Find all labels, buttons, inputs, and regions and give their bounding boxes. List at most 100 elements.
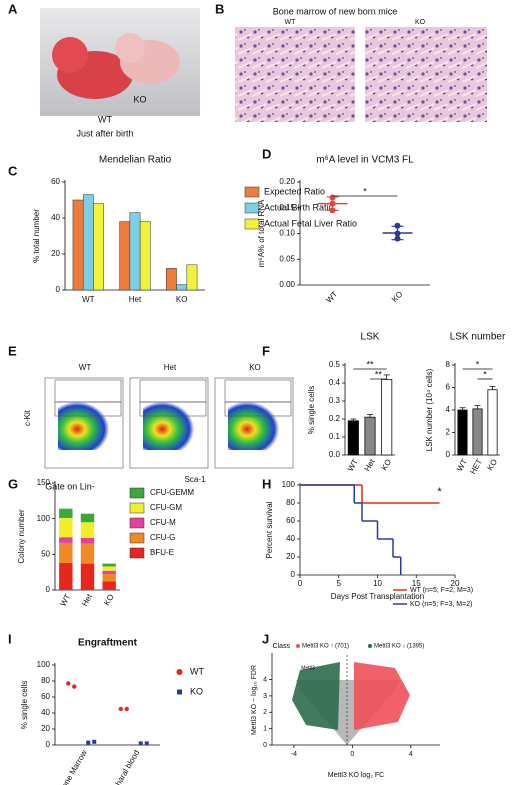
annotation: * bbox=[363, 186, 367, 196]
y-tick-label: 0.20 bbox=[279, 177, 295, 186]
x-tick-label: -4 bbox=[291, 751, 297, 758]
legend-swatch bbox=[129, 532, 145, 544]
y-tick-label: 1 bbox=[263, 725, 267, 732]
y-tick-label: 0.15 bbox=[279, 203, 295, 212]
y-tick-label: 40 bbox=[41, 708, 50, 717]
x-tick-label: WT bbox=[58, 592, 72, 607]
y-tick-label: 0.10 bbox=[279, 229, 295, 238]
y-tick-label: 150 bbox=[37, 478, 51, 487]
error-bar bbox=[383, 374, 390, 380]
y-tick-label: 40 bbox=[51, 213, 60, 222]
x-tick-label: 0 bbox=[298, 579, 303, 588]
y-axis-label: Percent survival bbox=[265, 501, 274, 558]
x-tick-label: WT bbox=[324, 289, 339, 304]
y-tick-label: 0 bbox=[56, 285, 61, 294]
bar-segment bbox=[59, 537, 73, 543]
x-tick-label: 15 bbox=[412, 579, 421, 588]
y-tick-label: 0.0 bbox=[329, 450, 341, 459]
legend-label: WT (n=5; F=2, M=3) bbox=[410, 587, 473, 594]
chart-title: LSK bbox=[361, 332, 380, 343]
panel-letter: I bbox=[8, 631, 12, 646]
y-tick-label: 0.4 bbox=[329, 378, 341, 387]
point bbox=[72, 684, 77, 689]
y-axis-label: Colony number bbox=[17, 509, 26, 564]
y-tick-label: 80 bbox=[286, 498, 295, 507]
annotation: ** bbox=[366, 359, 374, 369]
point bbox=[138, 741, 143, 746]
panel-letter: G bbox=[8, 476, 18, 491]
y-axis-label: m⁶A% of total RNA bbox=[257, 199, 266, 267]
caption: Just after birth bbox=[76, 128, 133, 138]
bar bbox=[129, 212, 141, 291]
y-tick-label: 20 bbox=[51, 249, 60, 258]
chart-title: m⁶A level in VCM3 FL bbox=[316, 155, 414, 166]
label: KO bbox=[249, 363, 261, 372]
annotation: ** bbox=[375, 369, 383, 379]
x-tick-label: 10 bbox=[373, 579, 382, 588]
bar-segment bbox=[80, 513, 95, 523]
legend-swatch bbox=[296, 644, 300, 648]
axis-label: c-Kit bbox=[23, 409, 32, 426]
bar bbox=[176, 284, 188, 291]
error-bar bbox=[474, 405, 481, 409]
axis-label: Sca-1 bbox=[185, 475, 206, 484]
bar bbox=[364, 416, 376, 456]
bar-segment bbox=[102, 566, 116, 571]
x-tick-label: Bone Marrow bbox=[57, 748, 89, 785]
y-tick-label: 50 bbox=[41, 549, 50, 558]
legend-label: Mettl3 KO ↑ (701) bbox=[302, 644, 349, 650]
label: Gate on Lin- bbox=[45, 481, 95, 491]
x-tick-label: Het bbox=[363, 457, 377, 473]
y-tick-label: 60 bbox=[286, 516, 295, 525]
legend-swatch bbox=[244, 202, 260, 214]
y-tick-label: 0 bbox=[46, 740, 51, 749]
legend-swatch bbox=[129, 502, 145, 514]
y-tick-label: 8 bbox=[446, 360, 451, 369]
bar bbox=[119, 221, 131, 291]
y-tick-label: 20 bbox=[41, 724, 50, 733]
bar bbox=[166, 268, 177, 291]
error-bar bbox=[489, 385, 496, 390]
legend-label: CFU-M bbox=[150, 518, 176, 527]
y-tick-label: 100 bbox=[282, 480, 296, 489]
y-tick-label: 20 bbox=[286, 552, 295, 561]
chart-title: Engraftment bbox=[78, 638, 138, 649]
x-tick-label: 4 bbox=[409, 751, 413, 758]
label: WT bbox=[79, 363, 92, 372]
legend-swatch bbox=[129, 487, 145, 499]
point bbox=[124, 706, 129, 712]
flow-plots bbox=[44, 377, 294, 469]
y-axis-label: % total number bbox=[32, 209, 41, 263]
error-bar bbox=[459, 407, 466, 410]
y-axis-label: % single cells bbox=[307, 386, 316, 434]
error-bar bbox=[326, 196, 339, 211]
y-tick-label: 3 bbox=[263, 693, 267, 700]
x-tick-label: KO bbox=[176, 295, 188, 304]
x-tick-label: KO bbox=[485, 458, 499, 473]
x-tick-label: KO bbox=[390, 290, 405, 305]
bar bbox=[82, 194, 94, 291]
x-tick-label: 0 bbox=[350, 751, 354, 758]
bar bbox=[139, 221, 151, 291]
y-tick-label: 0 bbox=[46, 585, 51, 594]
bar-segment bbox=[80, 522, 95, 538]
point bbox=[92, 739, 97, 744]
bar bbox=[457, 409, 468, 456]
y-tick-label: 0 bbox=[263, 742, 267, 749]
x-axis-label: Mettl3 KO log₂ FC bbox=[328, 772, 384, 779]
legend-label: CFU-GEMM bbox=[150, 488, 194, 497]
bar bbox=[93, 203, 104, 291]
point bbox=[86, 740, 91, 745]
y-tick-label: 6 bbox=[446, 383, 451, 392]
histology-image bbox=[235, 27, 355, 122]
bar-segment bbox=[59, 562, 73, 590]
y-tick-label: 4 bbox=[446, 405, 451, 414]
x-tick-label: 5 bbox=[337, 579, 342, 588]
title: Bone marrow of new born mice bbox=[273, 6, 398, 16]
point bbox=[66, 681, 71, 686]
y-axis-label: LSK number (10⁴ cells) bbox=[425, 368, 434, 451]
x-tick-label: KO bbox=[380, 458, 394, 473]
y-tick-label: 80 bbox=[41, 676, 50, 685]
y-tick-label: 40 bbox=[286, 534, 295, 543]
